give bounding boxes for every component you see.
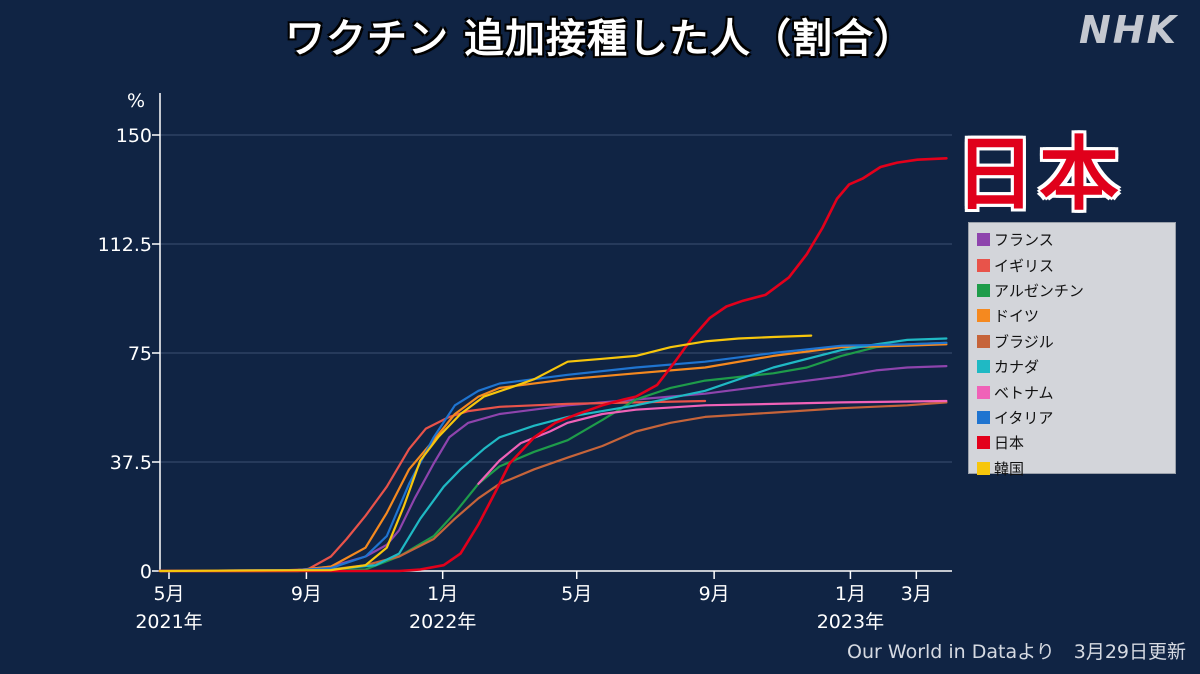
nhk-logo: NHK	[1078, 8, 1178, 52]
series-line	[158, 399, 707, 573]
series-line	[158, 341, 948, 573]
legend-swatch	[977, 283, 990, 297]
x-tick-label: 9月	[699, 583, 730, 605]
series-line	[477, 399, 948, 485]
legend-item: ドイツ	[977, 303, 1167, 328]
x-tick-label: 3月	[901, 583, 932, 605]
legend-label: ドイツ	[994, 307, 1040, 326]
x-year-label: 2022年	[409, 611, 476, 633]
legend-item: フランス	[977, 227, 1167, 252]
legend-label: イタリア	[994, 408, 1054, 427]
legend-label: カナダ	[994, 358, 1040, 377]
x-tick-label: 5月	[561, 583, 592, 605]
japan-highlight-label: 日本	[955, 127, 1123, 221]
legend-item: カナダ	[977, 354, 1167, 379]
legend-item: イタリア	[977, 405, 1167, 430]
y-tick-label: 150	[116, 125, 152, 147]
x-year-label: 2021年	[135, 611, 202, 633]
series-line	[158, 401, 948, 573]
legend-label: アルゼンチン	[994, 281, 1084, 300]
y-tick-label: 37.5	[110, 452, 152, 474]
legend-swatch	[977, 334, 990, 348]
x-tick-label: 9月	[291, 583, 322, 605]
legend-label: ベトナム	[994, 383, 1054, 402]
legend-label: 韓国	[994, 459, 1025, 478]
x-tick-label: 5月	[153, 583, 184, 605]
series-layer	[158, 157, 948, 573]
legend-label: イギリス	[994, 256, 1055, 275]
legend-swatch	[977, 258, 990, 272]
legend-label: ブラジル	[994, 332, 1054, 351]
legend-item: 日本	[977, 430, 1167, 455]
chart-title: ワクチン 追加接種した人（割合）	[285, 16, 915, 62]
y-tick-label: 0	[140, 561, 152, 583]
y-axis-label: %	[127, 90, 145, 112]
legend-swatch	[977, 461, 990, 475]
series-line	[158, 337, 948, 573]
legend-swatch	[977, 309, 990, 323]
grid-layer	[160, 134, 952, 463]
series-line	[158, 365, 948, 573]
legend-label: 日本	[994, 434, 1025, 453]
legend-swatch	[977, 360, 990, 374]
series-line	[158, 343, 948, 573]
legend-item: 韓国	[977, 456, 1167, 481]
y-tick-label: 75	[128, 343, 152, 365]
legend-swatch	[977, 233, 990, 247]
x-year-label: 2023年	[817, 611, 884, 633]
legend-item: アルゼンチン	[977, 278, 1167, 303]
x-tick-label: 1月	[427, 583, 458, 605]
legend-item: ベトナム	[977, 379, 1167, 404]
legend-label: フランス	[994, 231, 1054, 250]
x-tick-label: 1月	[835, 583, 866, 605]
legend-swatch	[977, 410, 990, 424]
legend-item: ブラジル	[977, 329, 1167, 354]
source-note: Our World in Dataより 3月29日更新	[847, 641, 1186, 663]
y-tick-label: 112.5	[98, 234, 152, 256]
legend-swatch	[977, 385, 990, 399]
legend-item: イギリス	[977, 252, 1167, 277]
legend-swatch	[977, 436, 990, 450]
legend: フランスイギリスアルゼンチン ドイツブラジルカナダベトナムイタリア日本韓国	[968, 222, 1176, 478]
series-line	[158, 157, 948, 573]
series-line	[158, 334, 813, 573]
